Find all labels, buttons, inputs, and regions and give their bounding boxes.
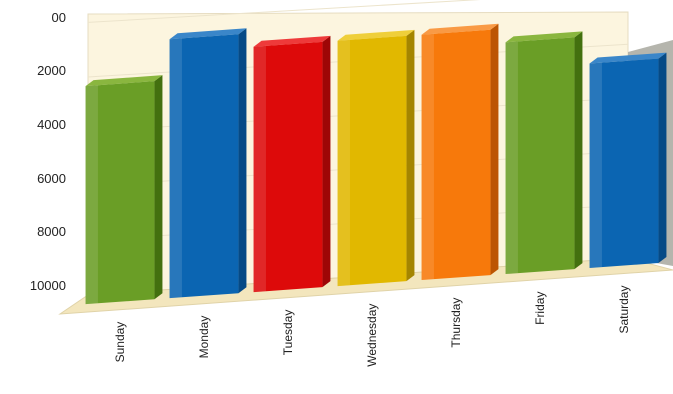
bar-front (589, 58, 659, 268)
y-tick-label: 4000 (37, 117, 66, 132)
bar-monday (169, 28, 247, 299)
bar-tuesday (253, 35, 331, 293)
bar-highlight (421, 33, 434, 281)
bar-side (574, 31, 583, 270)
bar-thursday (421, 23, 499, 281)
bar-highlight (253, 45, 266, 293)
x-tick-label: Tuesday (281, 310, 295, 356)
bar-front (505, 37, 575, 275)
bar-side (238, 28, 247, 294)
bars (85, 23, 667, 305)
y-tick-label: 10000 (30, 278, 66, 293)
y-tick-label: 8000 (37, 224, 66, 239)
bar-front (253, 41, 323, 293)
gridline (87, 0, 481, 23)
x-axis-tick-labels: Sunday Monday Tuesday Wednesday Thursday Frid… (113, 286, 631, 367)
bar-top (421, 23, 499, 35)
x-tick-label: Sunday (113, 322, 127, 363)
y-tick-label: 6000 (37, 171, 66, 186)
bar-top (505, 31, 583, 43)
bar-front (337, 35, 407, 287)
bar-saturday (589, 52, 667, 268)
bar-highlight (589, 62, 602, 268)
bar-front (421, 29, 491, 281)
x-tick-label: Thursday (449, 298, 463, 348)
bar-top (169, 28, 247, 40)
y-axis-tick-labels: 00 2000 4000 6000 8000 10000 (30, 10, 66, 293)
bar-top (85, 75, 163, 87)
bar-top (253, 35, 331, 47)
bar-top (589, 52, 667, 64)
bar-side (658, 52, 667, 264)
x-tick-label: Friday (533, 292, 547, 325)
x-tick-label: Saturday (617, 286, 631, 334)
bar-side (322, 35, 331, 288)
bar-side (154, 75, 163, 300)
bar-highlight (505, 41, 518, 275)
bar-highlight (85, 85, 98, 305)
bar-front (85, 81, 155, 305)
bar-highlight (169, 38, 182, 299)
bar-sunday (85, 75, 163, 305)
bar-top (337, 29, 415, 41)
bar-friday (505, 31, 583, 275)
y-tick-label: 2000 (37, 63, 66, 78)
bar-wednesday (337, 29, 415, 287)
bar-front (169, 34, 239, 299)
x-tick-label: Wednesday (365, 304, 379, 367)
y-tick-label: 00 (52, 10, 66, 25)
bar-side (490, 23, 499, 276)
x-tick-label: Monday (197, 316, 211, 359)
bar-highlight (337, 39, 350, 287)
bar-side (406, 29, 415, 282)
